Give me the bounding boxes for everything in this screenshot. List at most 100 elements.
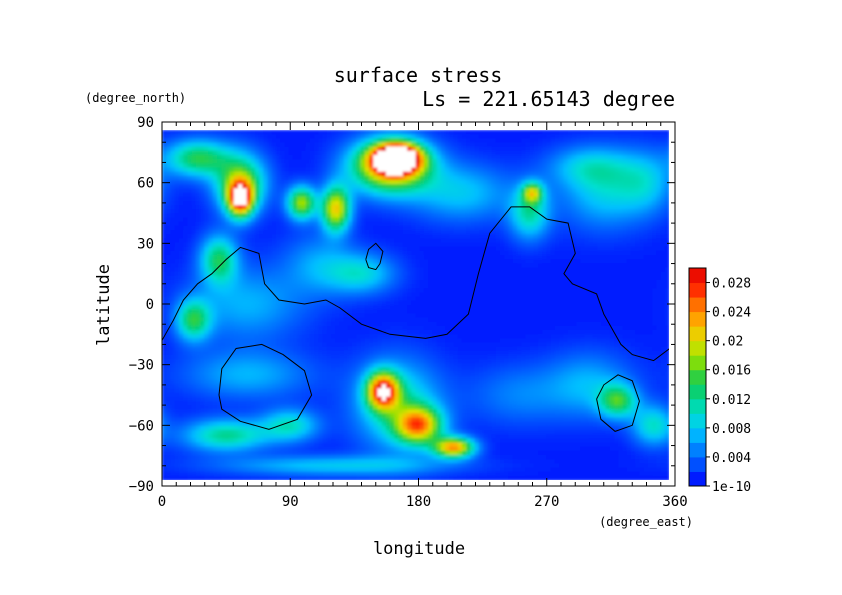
field-cell bbox=[178, 292, 184, 298]
field-cell bbox=[246, 280, 252, 285]
field-cell bbox=[601, 242, 607, 248]
field-cell bbox=[212, 184, 218, 189]
field-cell bbox=[271, 296, 277, 302]
field-cell bbox=[305, 180, 311, 185]
field-cell bbox=[664, 234, 669, 239]
field-cell bbox=[432, 146, 438, 152]
field-cell bbox=[563, 163, 569, 169]
field-cell bbox=[592, 246, 598, 252]
field-cell bbox=[588, 255, 594, 260]
field-cell bbox=[635, 234, 641, 239]
field-cell bbox=[221, 171, 226, 177]
field-cell bbox=[474, 134, 480, 139]
field-cell bbox=[639, 196, 645, 202]
field-cell bbox=[271, 188, 277, 194]
field-cell bbox=[390, 146, 395, 152]
field-cell bbox=[483, 184, 488, 189]
field-cell bbox=[322, 142, 328, 148]
field-cell bbox=[402, 171, 408, 177]
field-cell bbox=[381, 271, 387, 277]
field-cell bbox=[347, 275, 353, 281]
field-cell bbox=[567, 134, 573, 139]
field-cell bbox=[664, 150, 669, 156]
field-cell bbox=[276, 180, 281, 185]
field-cell bbox=[170, 288, 176, 294]
field-cell bbox=[576, 238, 581, 244]
field-cell bbox=[166, 130, 172, 135]
field-cell bbox=[618, 259, 624, 264]
field-cell bbox=[305, 196, 311, 202]
field-cell bbox=[512, 188, 518, 194]
field-cell bbox=[432, 292, 438, 298]
field-cell bbox=[495, 213, 501, 219]
field-cell bbox=[567, 163, 573, 169]
field-cell bbox=[664, 192, 669, 198]
field-cell bbox=[411, 230, 417, 235]
field-cell bbox=[335, 146, 341, 152]
field-cell bbox=[233, 246, 239, 252]
field-cell bbox=[419, 180, 425, 185]
field-cell bbox=[221, 280, 226, 285]
field-cell bbox=[504, 142, 510, 148]
field-cell bbox=[200, 288, 205, 294]
field-cell bbox=[162, 284, 167, 289]
field-cell bbox=[419, 217, 425, 223]
field-cell bbox=[614, 259, 619, 264]
field-cell bbox=[428, 134, 433, 139]
field-cell bbox=[487, 230, 493, 235]
field-cell bbox=[504, 263, 510, 269]
field-cell bbox=[664, 263, 669, 269]
field-cell bbox=[609, 296, 615, 302]
field-cell bbox=[195, 205, 201, 210]
field-cell bbox=[580, 188, 586, 194]
field-cell bbox=[259, 300, 264, 306]
field-cell bbox=[529, 250, 535, 256]
field-cell bbox=[576, 171, 581, 177]
field-cell bbox=[609, 255, 615, 260]
field-cell bbox=[436, 150, 442, 156]
field-cell bbox=[656, 175, 662, 181]
field-cell bbox=[411, 138, 417, 144]
field-cell bbox=[457, 205, 463, 210]
field-cell bbox=[529, 263, 535, 269]
field-cell bbox=[470, 238, 476, 244]
field-cell bbox=[385, 263, 391, 269]
field-cell bbox=[550, 196, 556, 202]
field-cell bbox=[229, 150, 235, 156]
field-cell bbox=[516, 146, 522, 152]
field-cell bbox=[466, 167, 472, 173]
field-cell bbox=[609, 175, 615, 181]
field-cell bbox=[609, 225, 615, 231]
field-cell bbox=[445, 146, 450, 152]
field-cell bbox=[162, 271, 167, 277]
field-cell bbox=[436, 271, 442, 277]
field-cell bbox=[512, 167, 518, 173]
field-cell bbox=[250, 263, 256, 269]
field-cell bbox=[246, 238, 252, 244]
field-cell bbox=[360, 296, 366, 302]
field-cell bbox=[542, 209, 548, 214]
field-cell bbox=[423, 196, 429, 202]
field-cell bbox=[385, 150, 391, 156]
field-cell bbox=[504, 184, 510, 189]
field-cell bbox=[271, 250, 277, 256]
field-cell bbox=[445, 296, 450, 302]
field-cell bbox=[183, 300, 188, 306]
field-cell bbox=[364, 150, 370, 156]
field-cell bbox=[432, 155, 438, 160]
field-cell bbox=[647, 296, 653, 302]
field-cell bbox=[187, 255, 193, 260]
field-cell bbox=[398, 221, 404, 227]
field-cell bbox=[635, 188, 641, 194]
field-cell bbox=[356, 217, 362, 223]
field-cell bbox=[428, 171, 433, 177]
field-cell bbox=[554, 296, 560, 302]
field-cell bbox=[347, 296, 353, 302]
field-cell bbox=[546, 200, 552, 206]
field-cell bbox=[284, 284, 290, 289]
field-cell bbox=[280, 234, 286, 239]
field-cell bbox=[580, 246, 586, 252]
field-cell bbox=[652, 146, 657, 152]
field-cell bbox=[195, 213, 201, 219]
field-cell bbox=[521, 259, 526, 264]
